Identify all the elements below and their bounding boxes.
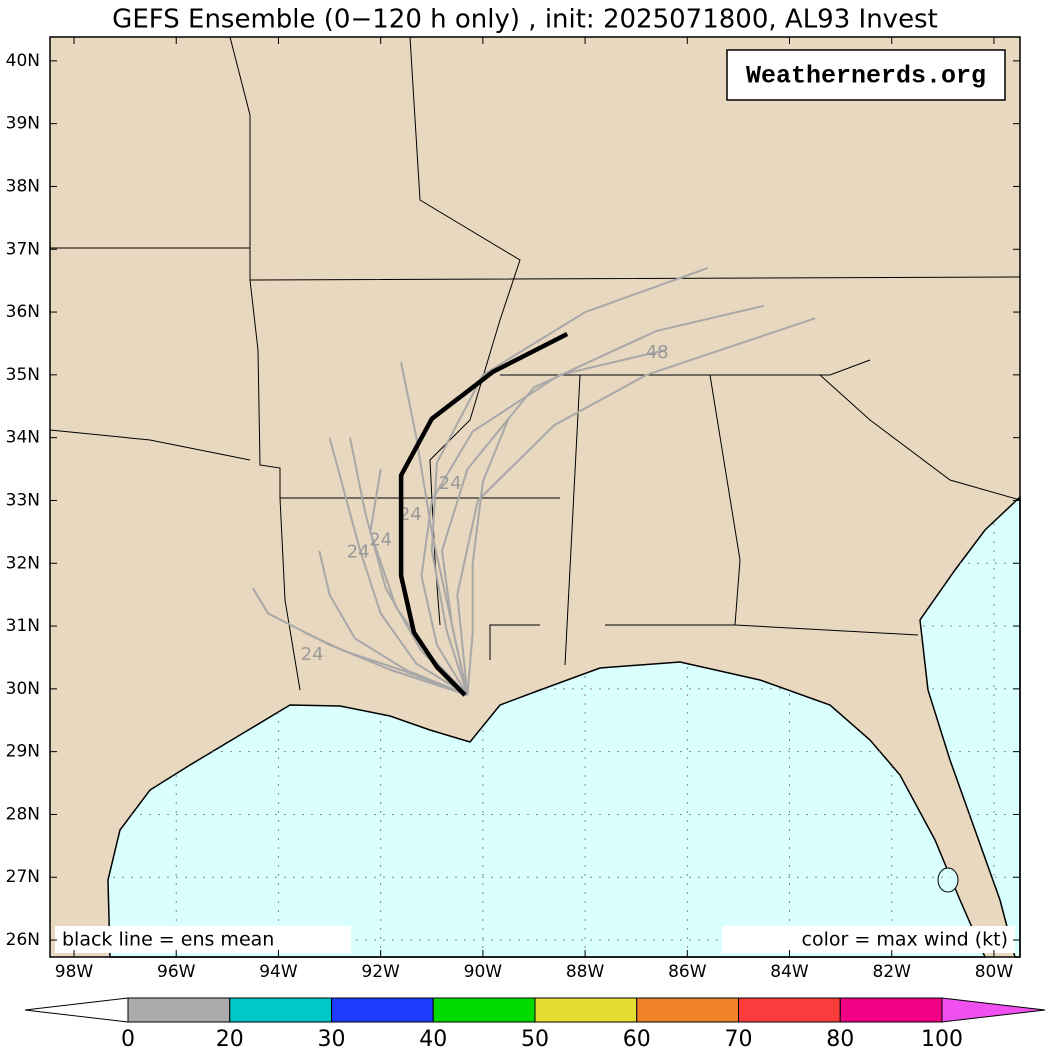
member-track [318, 550, 468, 697]
gulf-of-mexico [107, 661, 987, 958]
lat-tick-label: 35N [6, 365, 40, 385]
border [279, 497, 301, 691]
border [249, 279, 560, 499]
lat-tick-label: 37N [6, 239, 40, 259]
note-left: black line = ens mean [62, 929, 274, 951]
hour-label: 24 [369, 530, 392, 551]
colorbar-tick-label: 20 [216, 1027, 244, 1052]
lon-tick-label: 98W [55, 962, 94, 982]
lat-tick-label: 34N [6, 428, 40, 448]
lat-tick-label: 28N [6, 804, 40, 824]
colorbar: 0 20 30 40 50 60 70 80 100 [24, 997, 1046, 1052]
lat-tick-label: 38N [6, 176, 40, 196]
note-right: color = max wind (kt) [802, 929, 1008, 951]
lon-tick-label: 92W [361, 962, 400, 982]
member-track [456, 317, 816, 696]
colorbar-tick-label: 70 [725, 1027, 753, 1052]
colorbar-tick-label: 100 [921, 1027, 963, 1052]
colorbar-segment [636, 997, 739, 1023]
border [819, 374, 1021, 501]
lat-tick-label: 40N [6, 51, 40, 71]
colorbar-segment [127, 997, 231, 1023]
colorbar-extend [941, 997, 1046, 1023]
lat-tick-label: 31N [6, 616, 40, 636]
note-box [55, 926, 351, 953]
hour-label: 24 [439, 473, 462, 494]
note-box [722, 926, 1015, 953]
lat-tick-label: 32N [6, 553, 40, 573]
lon-tick-label: 94W [259, 962, 298, 982]
lon-tick-label: 80W [975, 962, 1014, 982]
border [50, 247, 1021, 281]
colorbar-segment [534, 997, 638, 1023]
hour-label: 24 [301, 644, 324, 665]
border [605, 374, 741, 626]
member-track [430, 267, 709, 696]
member-track [369, 468, 469, 696]
lon-tick-label: 84W [770, 962, 809, 982]
colorbar-tick-label: 80 [826, 1027, 854, 1052]
colorbar-segment [738, 997, 841, 1023]
lon-tick-label: 82W [872, 962, 911, 982]
watermark-box [726, 49, 1006, 101]
colorbar-segment [432, 997, 536, 1023]
colorbar-segment [229, 997, 332, 1023]
lat-tick-label: 26N [6, 930, 40, 950]
watermark: Weathernerds.org [746, 62, 986, 91]
colorbar-tick-label: 50 [521, 1027, 549, 1052]
colorbar-tick-label: 40 [419, 1027, 447, 1052]
lake-okeechobee [937, 867, 959, 893]
lon-tick-label: 96W [157, 962, 196, 982]
grid [108, 497, 1020, 957]
colorbar-segment [331, 997, 434, 1023]
border [229, 36, 251, 248]
map-frame [49, 36, 1021, 958]
borders [49, 36, 1021, 691]
border [734, 624, 919, 636]
colorbar-tick-label: 30 [318, 1027, 346, 1052]
member-track [466, 418, 510, 696]
hour-label: 24 [347, 542, 370, 563]
lat-tick-label: 29N [6, 742, 40, 762]
colorbar-tick-label: 60 [623, 1027, 651, 1052]
lon-tick-label: 86W [668, 962, 707, 982]
title: GEFS Ensemble (0−120 h only) , init: 202… [112, 5, 938, 35]
colorbar-extend [24, 997, 129, 1023]
colorbar-tick-label: 0 [121, 1027, 135, 1052]
lat-tick-label: 39N [6, 114, 40, 134]
lat-tick-label: 33N [6, 490, 40, 510]
lon-tick-label: 88W [566, 962, 605, 982]
hour-label: 48 [646, 342, 669, 363]
colorbar-segment [839, 997, 943, 1023]
border [500, 359, 871, 376]
border [564, 374, 581, 666]
border [489, 624, 540, 660]
water [107, 495, 1021, 958]
member-track [400, 362, 469, 696]
lat-tick-label: 30N [6, 679, 40, 699]
lat-tick-label: 36N [6, 302, 40, 322]
lon-tick-label: 90W [464, 962, 503, 982]
member-track [252, 587, 468, 697]
lat-tick-label: 27N [6, 867, 40, 887]
border [49, 429, 251, 461]
hour-label: 24 [399, 504, 422, 525]
member-track [328, 437, 469, 696]
mean-track [398, 331, 569, 697]
